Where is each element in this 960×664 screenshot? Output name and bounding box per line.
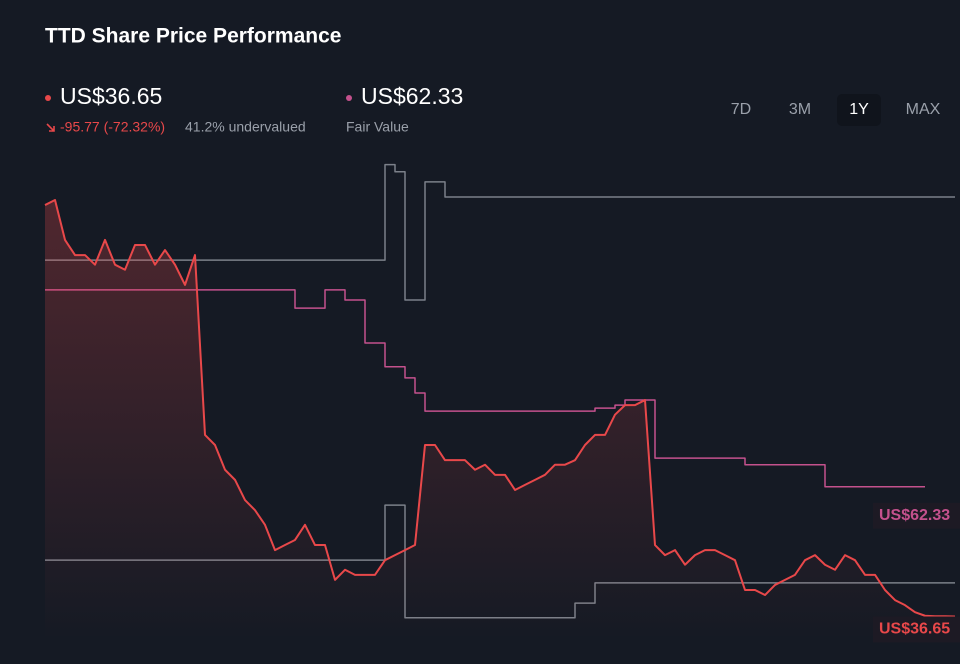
price-tag-bg [873, 616, 960, 643]
fair-value-tag-bg [873, 502, 960, 529]
chart-title: TTD Share Price Performance [45, 25, 341, 48]
range-button[interactable]: MAX [906, 101, 941, 118]
change-label: -95.77 (-72.32%) [60, 119, 165, 135]
price-label: US$36.65 [60, 83, 162, 109]
plot: US$62.33 US$36.65 [44, 163, 960, 643]
down-arrow [46, 123, 55, 132]
range-button[interactable]: 7D [731, 101, 751, 118]
price-tag: US$36.65 [879, 621, 950, 638]
range-button[interactable]: 1Y [849, 101, 869, 118]
step-line [45, 289, 925, 488]
step-line [45, 163, 955, 301]
selected-range-bg [837, 94, 881, 126]
range-button[interactable]: 3M [789, 101, 811, 118]
price-line [44, 199, 956, 618]
fair-value-dot [346, 95, 352, 101]
range-buttons: 7D 3M 1Y MAX [731, 94, 941, 126]
fair-value-tag: US$62.33 [879, 507, 950, 524]
price-dot [45, 95, 51, 101]
price-area [45, 200, 955, 640]
valuation-label: 41.2% undervalued [185, 119, 306, 135]
fair-value-caption: Fair Value [346, 119, 409, 135]
fair-value-label: US$62.33 [361, 83, 463, 109]
